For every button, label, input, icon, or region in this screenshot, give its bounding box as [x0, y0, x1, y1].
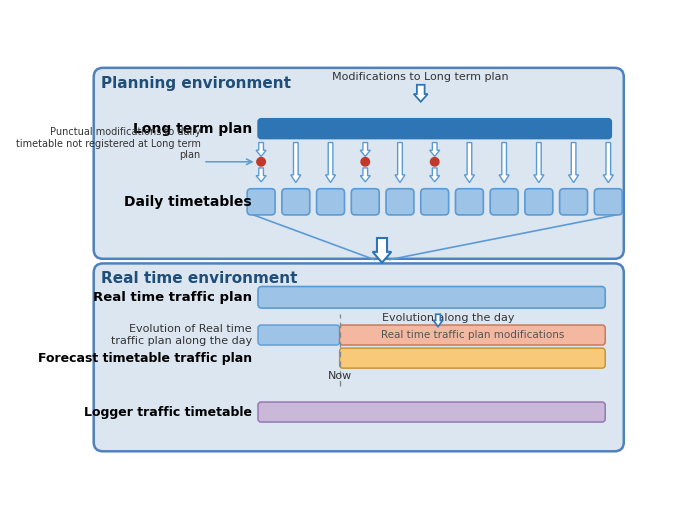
FancyBboxPatch shape — [258, 402, 606, 422]
Polygon shape — [534, 142, 544, 182]
FancyBboxPatch shape — [594, 189, 622, 215]
FancyBboxPatch shape — [258, 325, 340, 345]
Text: Long term plan: Long term plan — [132, 122, 252, 136]
Text: Forecast timetable traffic plan: Forecast timetable traffic plan — [38, 352, 252, 364]
Text: Real time traffic plan modifications: Real time traffic plan modifications — [381, 330, 564, 340]
Text: Punctual modifications to daily
timetable not registered at Long term
plan: Punctual modifications to daily timetabl… — [16, 127, 201, 160]
Text: Evolution of Real time
traffic plan along the day: Evolution of Real time traffic plan alon… — [111, 324, 252, 346]
Polygon shape — [395, 142, 405, 182]
FancyBboxPatch shape — [351, 189, 379, 215]
FancyBboxPatch shape — [258, 286, 606, 308]
Circle shape — [430, 158, 439, 166]
Polygon shape — [360, 142, 370, 156]
Polygon shape — [290, 142, 301, 182]
Polygon shape — [360, 168, 370, 182]
Polygon shape — [326, 142, 335, 182]
FancyBboxPatch shape — [456, 189, 484, 215]
Polygon shape — [372, 238, 391, 263]
FancyBboxPatch shape — [559, 189, 587, 215]
Polygon shape — [433, 314, 442, 326]
FancyBboxPatch shape — [490, 189, 518, 215]
FancyBboxPatch shape — [282, 189, 310, 215]
Text: Now: Now — [328, 371, 351, 381]
Polygon shape — [568, 142, 579, 182]
Polygon shape — [256, 142, 266, 156]
Polygon shape — [256, 168, 266, 182]
FancyBboxPatch shape — [421, 189, 449, 215]
FancyBboxPatch shape — [340, 325, 606, 345]
Text: Planning environment: Planning environment — [102, 76, 291, 90]
Polygon shape — [414, 85, 428, 102]
Text: Daily timetables: Daily timetables — [124, 195, 252, 209]
Text: Modifications to Long term plan: Modifications to Long term plan — [332, 71, 509, 82]
FancyBboxPatch shape — [94, 263, 624, 451]
FancyBboxPatch shape — [258, 119, 611, 139]
Text: Evolution along the day: Evolution along the day — [382, 313, 514, 323]
Polygon shape — [464, 142, 475, 182]
Text: Real time environment: Real time environment — [102, 271, 298, 286]
Circle shape — [257, 158, 265, 166]
Polygon shape — [430, 142, 440, 156]
Text: Logger traffic timetable: Logger traffic timetable — [84, 406, 252, 418]
FancyBboxPatch shape — [247, 189, 275, 215]
FancyBboxPatch shape — [316, 189, 344, 215]
Polygon shape — [430, 168, 440, 182]
Text: Real time traffic plan: Real time traffic plan — [93, 291, 252, 304]
FancyBboxPatch shape — [340, 348, 606, 368]
Polygon shape — [603, 142, 613, 182]
Circle shape — [361, 158, 370, 166]
Polygon shape — [499, 142, 509, 182]
FancyBboxPatch shape — [94, 68, 624, 259]
FancyBboxPatch shape — [525, 189, 553, 215]
FancyBboxPatch shape — [386, 189, 414, 215]
